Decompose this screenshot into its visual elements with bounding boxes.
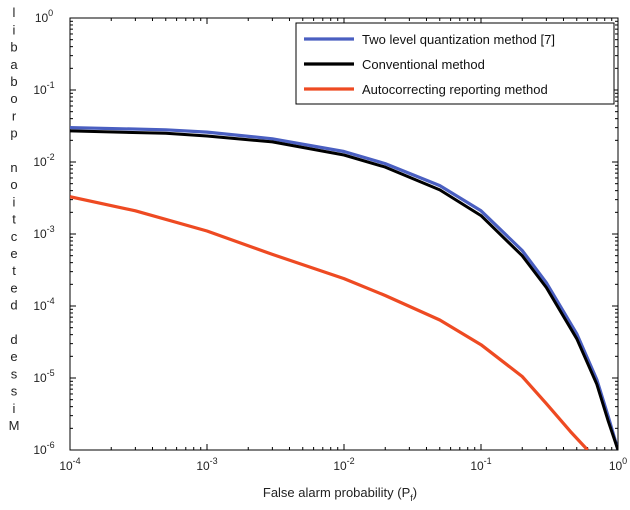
legend-entry: Two level quantization method [7]: [362, 32, 555, 47]
y-axis-label-glyph: i: [13, 22, 16, 37]
y-axis-label-glyph: l: [13, 5, 16, 20]
y-tick-label: 10-4: [33, 296, 54, 313]
series-line-2: [70, 129, 618, 450]
series-line-3: [70, 195, 589, 450]
y-tick-label: 10-2: [33, 152, 54, 169]
y-tick-label: 10-6: [33, 440, 54, 457]
y-axis-label-glyph: b: [10, 74, 17, 89]
y-axis-label-glyph: e: [10, 246, 17, 261]
y-axis-label-glyph: a: [10, 57, 18, 72]
y-axis-label-glyph: p: [10, 126, 17, 141]
y-tick-label: 10-3: [33, 224, 54, 241]
y-axis-label-glyph: e: [10, 349, 17, 364]
y-axis-label-glyph: t: [12, 212, 16, 227]
y-axis: 10-6 10-5 10-4 10-3 10-2 10-1 100: [33, 8, 618, 457]
y-axis-label-glyph: e: [10, 280, 17, 295]
x-tick-label: 10-2: [333, 456, 354, 473]
y-axis-label-glyph: c: [11, 229, 18, 244]
y-axis-label-glyph: i: [13, 401, 16, 416]
y-axis-label-glyph: o: [10, 177, 17, 192]
y-axis-label: MisseddetectionprobabilityPm: [9, 0, 20, 433]
legend: Two level quantization method [7] Convent…: [295, 22, 615, 105]
legend-entry: Conventional method: [362, 57, 485, 72]
y-axis-label-glyph: i: [13, 194, 16, 209]
y-axis-label-glyph: r: [12, 108, 17, 123]
y-tick-label: 100: [35, 8, 53, 25]
legend-entry: Autocorrecting reporting method: [362, 82, 548, 97]
x-tick-label: 100: [609, 456, 627, 473]
y-axis-label-glyph: s: [11, 384, 18, 399]
y-tick-label: 10-1: [33, 80, 54, 97]
x-tick-label: 10-4: [59, 456, 80, 473]
y-axis-label-glyph: M: [9, 418, 20, 433]
y-axis-label-glyph: t: [12, 263, 16, 278]
x-tick-label: 10-3: [196, 456, 217, 473]
y-axis-label-glyph: o: [10, 91, 17, 106]
y-axis-label-glyph: d: [10, 332, 17, 347]
y-axis-label-glyph: n: [10, 160, 17, 175]
x-tick-label: 10-1: [470, 456, 491, 473]
y-axis-label-glyph: i: [13, 0, 16, 3]
series-layer: [70, 126, 618, 450]
series-line-1: [70, 126, 618, 450]
y-axis-label-glyph: d: [10, 298, 17, 313]
y-axis-label-glyph: s: [11, 366, 18, 381]
y-tick-label: 10-5: [33, 368, 54, 385]
x-axis-label: False alarm probability (Pf): [263, 485, 417, 503]
y-axis-label-glyph: b: [10, 40, 17, 55]
